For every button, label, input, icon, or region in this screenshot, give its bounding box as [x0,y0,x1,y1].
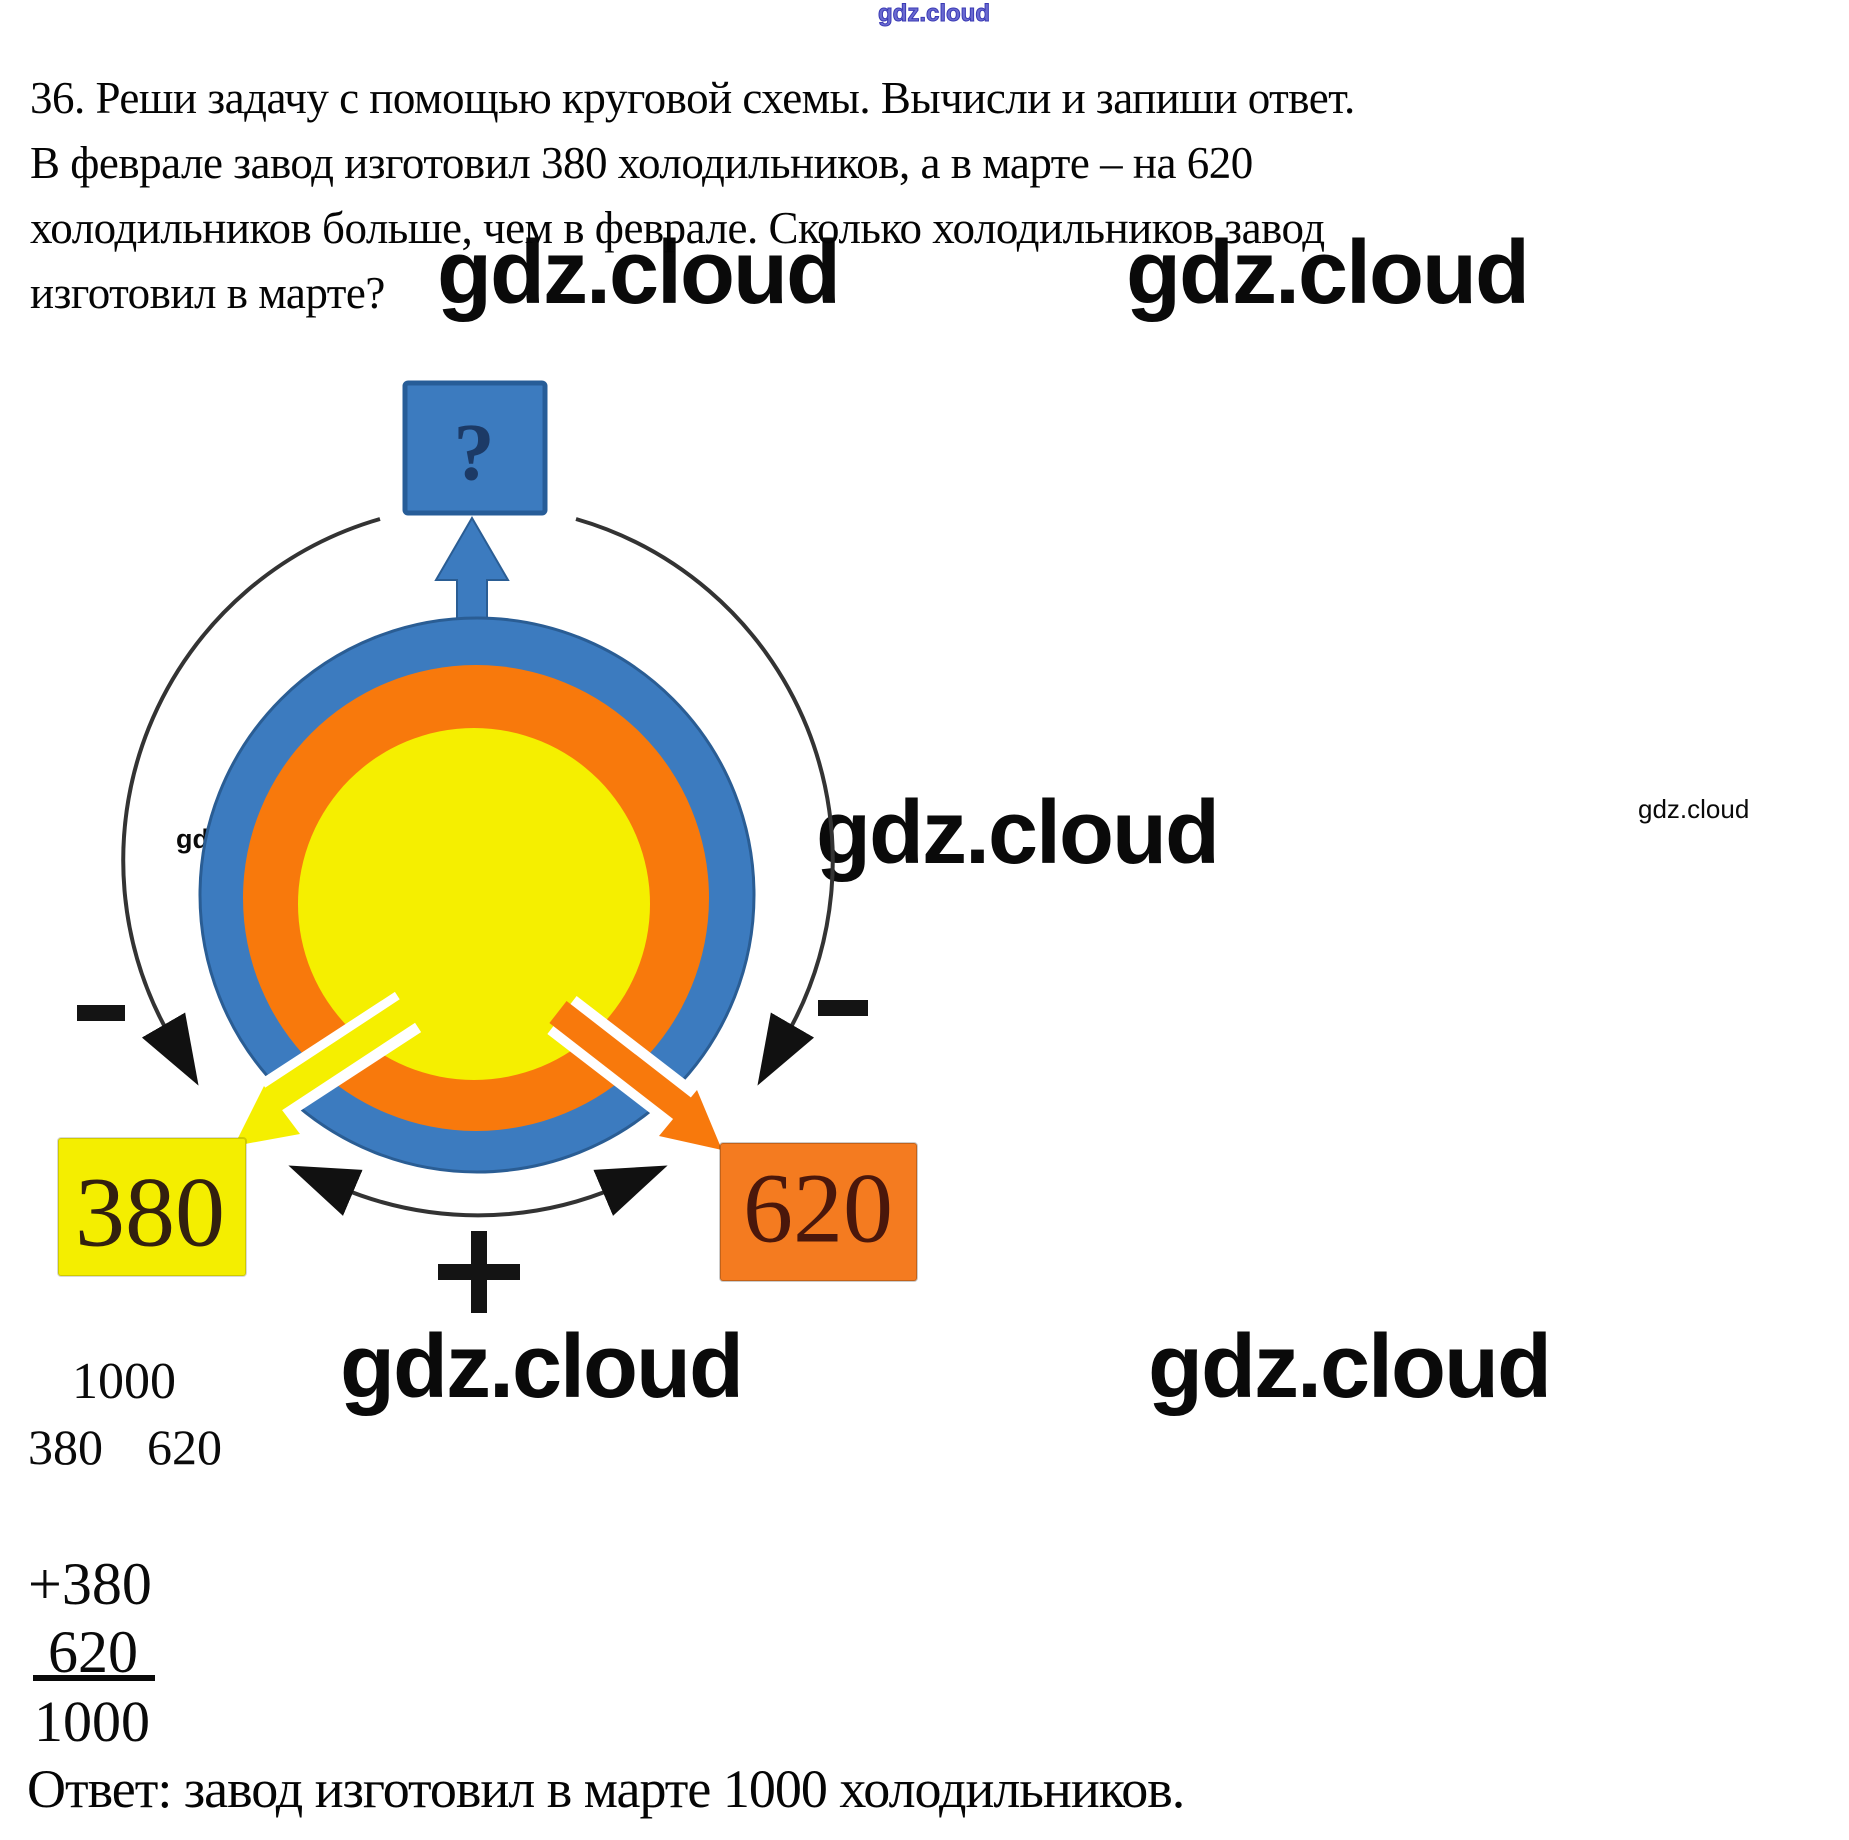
watermark-top-right: gdz.cloud [1126,223,1530,323]
plus-sign-bottom [438,1231,520,1313]
cycle-arc-left [121,517,381,1086]
unknown-square [402,380,548,516]
cycle-arc-right [575,517,835,1086]
yellow-arrow [234,991,422,1146]
yellow-arrowhead [234,1086,300,1146]
column-addition-row2: 620 [48,1619,138,1685]
watermark-bottom-left: gdz.cloud [340,1317,744,1417]
march-extra-value: 620 [743,1153,893,1264]
problem-line-1: 36. Реши задачу с помощью круговой схемы… [30,73,1355,123]
circular-scheme-diagram: ? [57,380,918,1313]
mental-sum-total: 1000 [72,1353,176,1410]
problem-line-4: изготовил в марте? [30,268,385,318]
mental-sum-right: 620 [147,1419,222,1475]
march-extra-value-box [719,1142,918,1282]
watermark-middle-right-small: gdz.cloud [1638,794,1750,824]
watermark-bottom-right: gdz.cloud [1148,1317,1552,1417]
cycle-arc-bottom [288,1165,668,1218]
cycle-arcs [121,517,835,1218]
column-addition-row1: +380 [28,1551,152,1617]
minus-sign-left [77,1005,125,1021]
watermark-top-left: gdz.cloud [437,223,841,323]
mental-sum-left: 380 [28,1419,103,1475]
orange-arrowhead [659,1090,722,1150]
watermark-top-tiny: gdz.cloud [878,0,991,27]
february-value: 380 [75,1157,225,1268]
watermark-middle: gdz.cloud [816,783,1220,883]
problem-line-3: холодильников больше, чем в феврале. Ско… [30,203,1325,253]
february-value-box [57,1137,247,1277]
column-addition-rule [33,1675,155,1681]
answer-line: Ответ: завод изготовил в марте 1000 холо… [27,1759,1185,1819]
problem-line-2: В феврале завод изготовил 380 холодильни… [30,138,1253,188]
inner-yellow-disc [298,728,650,1080]
minus-sign-right [818,1000,868,1016]
unknown-question-mark: ? [454,407,495,498]
orange-arrow [547,995,722,1150]
column-addition-result: 1000 [34,1689,150,1754]
